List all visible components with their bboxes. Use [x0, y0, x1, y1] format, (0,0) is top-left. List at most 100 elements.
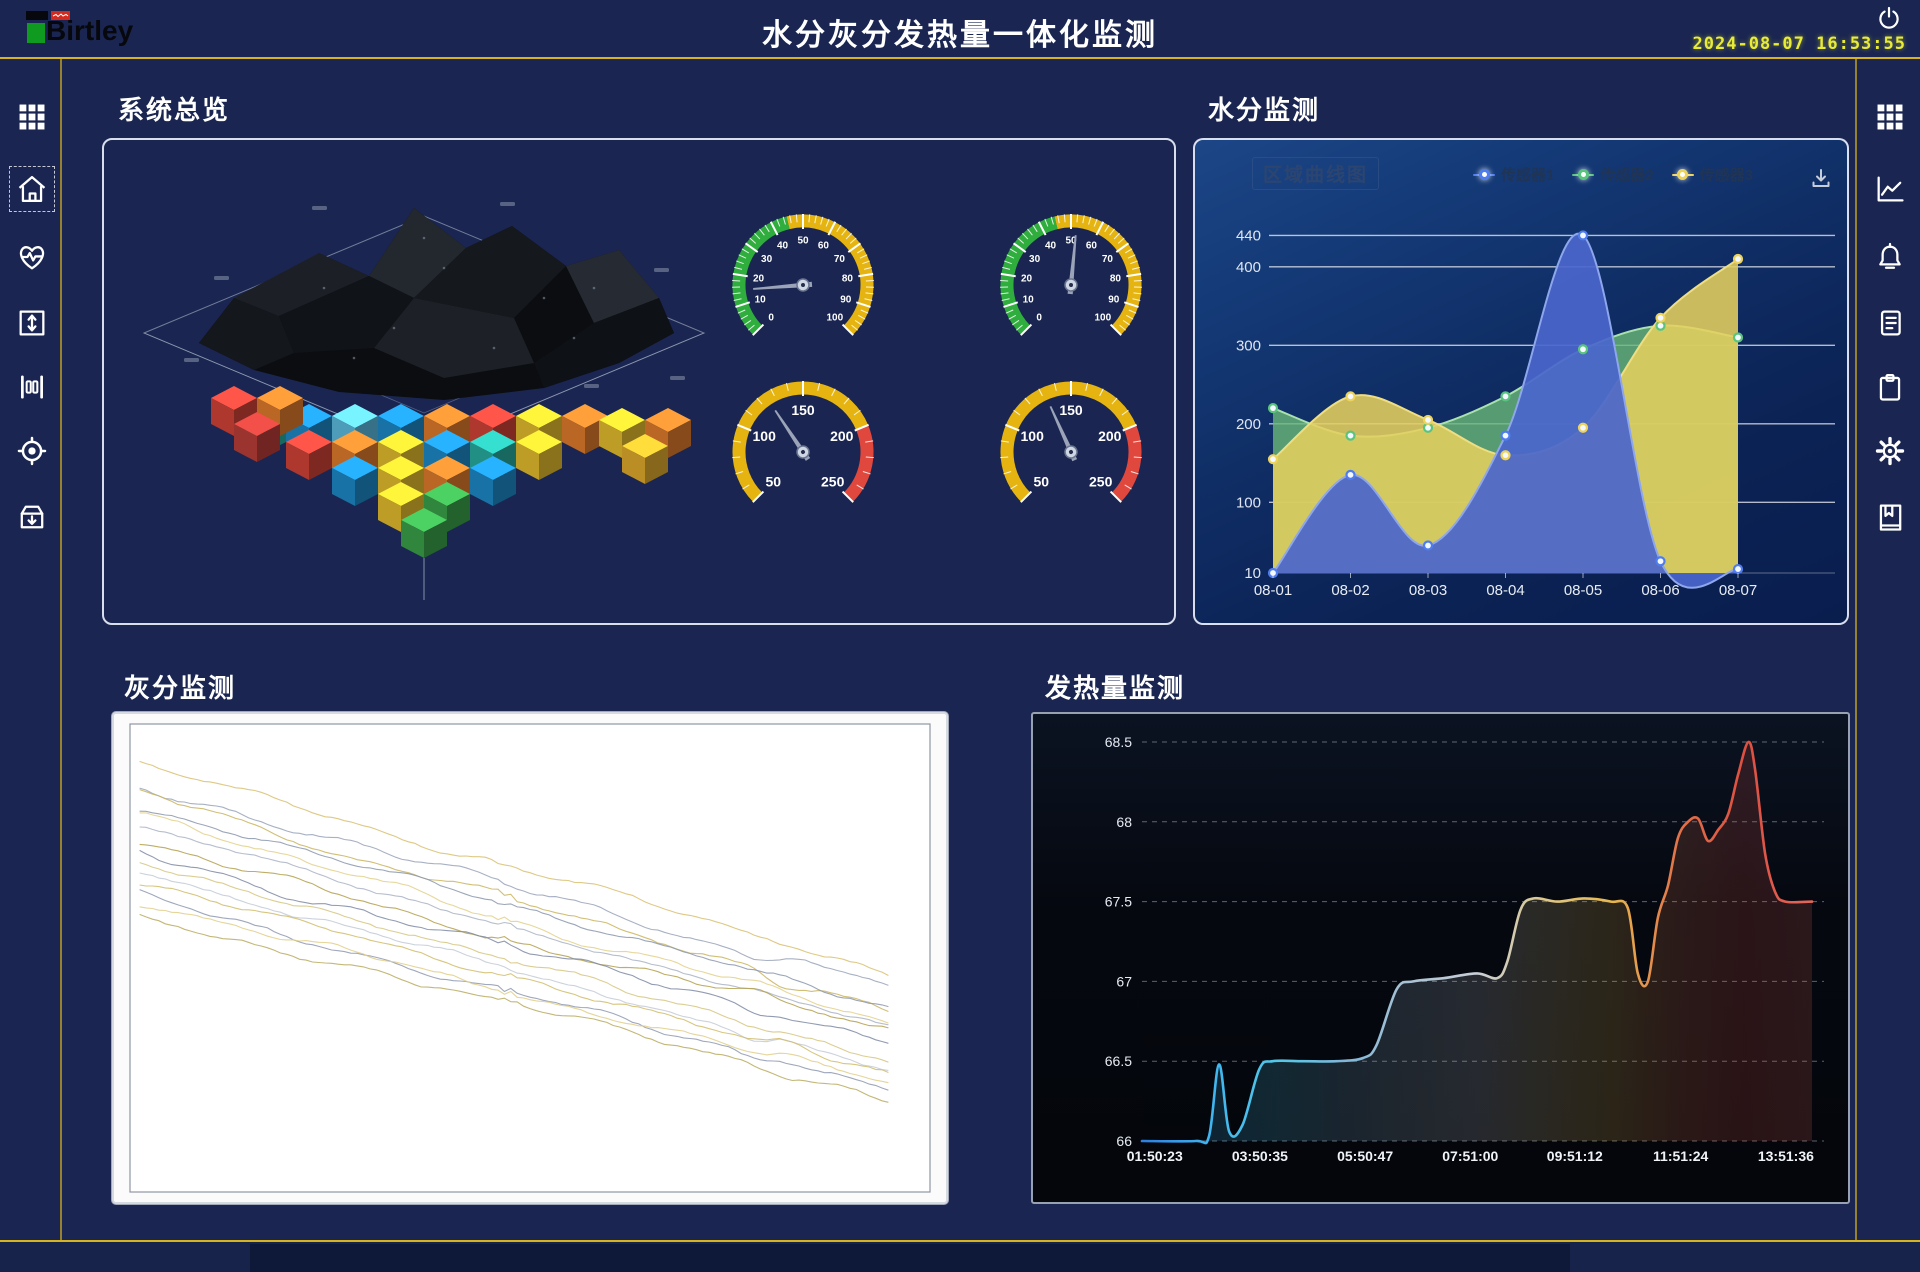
svg-text:30: 30: [1029, 254, 1041, 265]
svg-text:70: 70: [834, 254, 846, 265]
legend-item-1[interactable]: 传感器1: [1473, 164, 1554, 185]
svg-text:100: 100: [1021, 428, 1045, 444]
brand-logo: Birtley: [26, 9, 206, 51]
legend-marker: [1572, 169, 1595, 180]
svg-text:150: 150: [1059, 402, 1083, 418]
alarm-bell-icon[interactable]: [1873, 240, 1907, 274]
calorific-line-chart: 66 66.5 67 67.5 68 68.5 01:50:23 03:50:35 05:50:…: [1033, 714, 1848, 1202]
frame-line-right: [1855, 59, 1857, 1240]
gauge-1: 0 10 20 30 40 50 60 70 80 90 100: [708, 203, 898, 363]
svg-text:13:51:36: 13:51:36: [1758, 1148, 1814, 1164]
svg-text:200: 200: [1098, 428, 1122, 444]
frame-line-left: [60, 59, 62, 1240]
coal-3d-visualization: [114, 148, 714, 618]
svg-text:80: 80: [1110, 273, 1122, 284]
left-sidebar: [0, 59, 62, 1240]
svg-text:09:51:12: 09:51:12: [1547, 1148, 1603, 1164]
svg-text:07:51:00: 07:51:00: [1442, 1148, 1498, 1164]
svg-text:68: 68: [1116, 814, 1132, 830]
bottom-bar-inset: [250, 1244, 1570, 1272]
home-icon[interactable]: [9, 166, 55, 212]
grid-icon[interactable]: [1873, 100, 1907, 134]
legend-item-3[interactable]: 传感器3: [1671, 164, 1754, 185]
moisture-panel-title: 水分监测: [1208, 95, 1321, 125]
svg-text:05:50:47: 05:50:47: [1337, 1148, 1393, 1164]
header-bar: Birtley 水分灰分发热量一体化监测 2024-08-07 16:53:55: [0, 0, 1920, 59]
svg-text:90: 90: [840, 294, 852, 305]
ash-panel: [112, 712, 948, 1204]
settings-gear-icon[interactable]: [1873, 434, 1907, 468]
svg-text:150: 150: [791, 402, 815, 418]
archive-in-icon[interactable]: [15, 500, 49, 534]
logo-green-block: [27, 23, 45, 43]
meter-bars-icon[interactable]: [15, 370, 49, 404]
svg-text:100: 100: [826, 312, 843, 323]
logo-red-block: [51, 11, 70, 20]
svg-text:200: 200: [1236, 416, 1261, 433]
svg-text:10: 10: [1023, 294, 1035, 305]
svg-text:440: 440: [1236, 227, 1261, 244]
svg-text:08-01: 08-01: [1254, 582, 1292, 599]
legend-label: 传感器3: [1699, 167, 1754, 184]
ash-panel-title: 灰分监测: [124, 673, 237, 703]
target-locate-icon[interactable]: [15, 434, 49, 468]
grid-icon[interactable]: [15, 100, 49, 134]
svg-text:250: 250: [1089, 474, 1113, 490]
heart-pulse-icon[interactable]: [15, 240, 49, 274]
svg-text:08-03: 08-03: [1409, 582, 1447, 599]
svg-text:01:50:23: 01:50:23: [1127, 1148, 1183, 1164]
legend-marker: [1671, 169, 1694, 180]
svg-text:66.5: 66.5: [1105, 1053, 1132, 1069]
download-icon[interactable]: [1809, 166, 1833, 190]
bookmark-book-icon[interactable]: [1873, 500, 1907, 534]
svg-text:100: 100: [1094, 312, 1111, 323]
svg-text:50: 50: [1034, 474, 1050, 490]
svg-text:300: 300: [1236, 337, 1261, 354]
logo-black-block: [26, 11, 48, 20]
svg-text:70: 70: [1102, 254, 1114, 265]
svg-text:08-04: 08-04: [1486, 582, 1524, 599]
moisture-panel: 区域曲线图 传感器1 传感器2 传感器3 08-01 08-02 08-03 08-04 0…: [1193, 138, 1849, 625]
svg-text:0: 0: [1036, 312, 1042, 323]
vertical-adjust-icon[interactable]: [15, 306, 49, 340]
trend-chart-icon[interactable]: [1873, 172, 1907, 206]
calorific-panel: 66 66.5 67 67.5 68 68.5 01:50:23 03:50:35 05:50:…: [1031, 712, 1850, 1204]
area-chart-label: 区域曲线图: [1252, 157, 1380, 190]
gauge-4: 50 100 150 200 250: [976, 370, 1166, 530]
svg-text:10: 10: [1244, 565, 1261, 582]
svg-text:400: 400: [1236, 259, 1261, 276]
svg-text:100: 100: [753, 428, 777, 444]
legend-item-2[interactable]: 传感器2: [1572, 164, 1654, 185]
gauge-2: 0 10 20 30 40 50 60 70 80 90 100: [976, 203, 1166, 363]
svg-text:03:50:35: 03:50:35: [1232, 1148, 1288, 1164]
ash-multiline-chart: [114, 714, 946, 1202]
datetime-display: 2024-08-07 16:53:55: [1692, 34, 1906, 54]
legend-label: 传感器2: [1600, 167, 1654, 184]
svg-text:60: 60: [1086, 240, 1098, 251]
gauge-3: 50 100 150 200 250: [708, 370, 898, 530]
legend-label: 传感器1: [1501, 167, 1555, 184]
bottom-bar: [0, 1240, 1920, 1272]
svg-text:80: 80: [842, 273, 854, 284]
legend-marker: [1473, 169, 1495, 180]
svg-text:08-02: 08-02: [1331, 582, 1369, 599]
svg-text:08-07: 08-07: [1719, 582, 1757, 599]
log-document-icon[interactable]: [1873, 306, 1907, 340]
svg-text:66: 66: [1116, 1133, 1132, 1149]
calorific-panel-title: 发热量监测: [1045, 673, 1186, 703]
svg-text:50: 50: [766, 474, 782, 490]
svg-text:0: 0: [768, 312, 774, 323]
svg-text:60: 60: [818, 240, 830, 251]
svg-text:67.5: 67.5: [1105, 894, 1132, 910]
page-title: 水分灰分发热量一体化监测: [762, 19, 1158, 52]
clipboard-icon[interactable]: [1873, 370, 1907, 404]
brand-name: Birtley: [46, 15, 134, 46]
svg-text:40: 40: [1045, 240, 1057, 251]
moisture-legend: 传感器1 传感器2 传感器3: [1473, 164, 1753, 185]
svg-text:68.5: 68.5: [1105, 734, 1132, 750]
svg-text:90: 90: [1108, 294, 1120, 305]
power-icon[interactable]: [1876, 5, 1902, 31]
svg-text:30: 30: [761, 254, 773, 265]
svg-text:200: 200: [830, 428, 854, 444]
